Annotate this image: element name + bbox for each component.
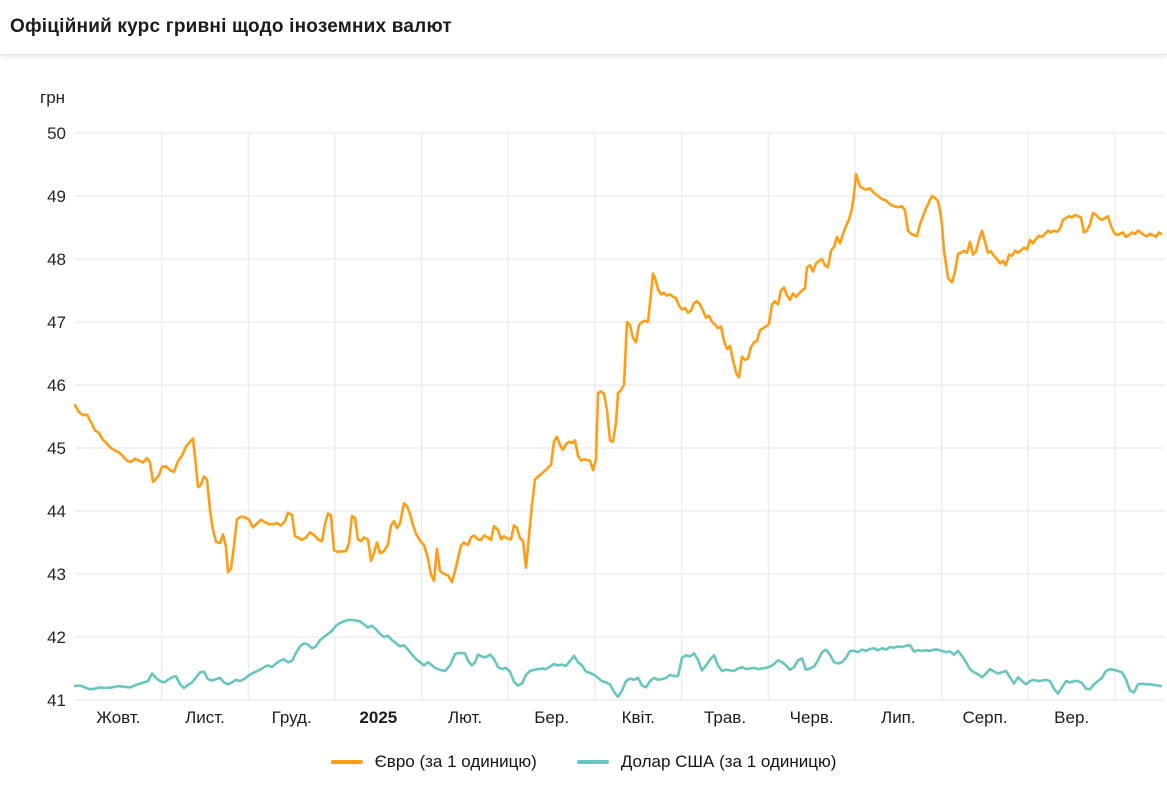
x-tick-label: Квіт.	[622, 708, 655, 727]
x-tick-label: Вер.	[1054, 708, 1089, 727]
chart-legend: Євро (за 1 одиницю) Долар США (за 1 один…	[0, 752, 1167, 772]
x-tick-label: Черв.	[790, 708, 834, 727]
y-tick-label: 48	[47, 250, 66, 269]
y-tick-label: 42	[47, 628, 66, 647]
y-tick-label: 45	[47, 439, 66, 458]
x-tick-label: Лип.	[881, 708, 916, 727]
euro-series-line	[73, 172, 1163, 584]
y-tick-label: 49	[47, 187, 66, 206]
x-tick-label: Жовт.	[96, 708, 140, 727]
usd-series-line	[73, 618, 1163, 699]
y-tick-label: 46	[47, 376, 66, 395]
page-header: Офіційний курс гривні щодо іноземних вал…	[0, 0, 1167, 55]
usd-line-swatch	[576, 760, 609, 764]
y-tick-label: 43	[47, 565, 66, 584]
x-tick-label: Груд.	[272, 708, 312, 727]
x-tick-label: 2025	[359, 708, 397, 727]
x-tick-label: Трав.	[704, 708, 746, 727]
x-tick-label: Серп.	[962, 708, 1007, 727]
x-tick-label: Бер.	[534, 708, 569, 727]
euro-line-swatch	[330, 760, 363, 764]
x-tick-label: Лист.	[185, 708, 225, 727]
page-title: Офіційний курс гривні щодо іноземних вал…	[10, 16, 452, 37]
legend-item-euro[interactable]: Євро (за 1 одиницю)	[330, 752, 537, 772]
y-tick-label: 44	[47, 502, 66, 521]
legend-item-usd[interactable]: Долар США (за 1 одиницю)	[576, 752, 837, 772]
y-tick-label: 50	[47, 124, 66, 143]
legend-label-euro: Євро (за 1 одиницю)	[374, 752, 537, 771]
legend-label-usd: Долар США (за 1 одиницю)	[620, 752, 837, 771]
y-axis-unit-label: грн	[40, 88, 66, 107]
y-tick-label: 41	[47, 691, 66, 710]
y-tick-label: 47	[47, 313, 66, 332]
x-tick-label: Лют.	[448, 708, 482, 727]
